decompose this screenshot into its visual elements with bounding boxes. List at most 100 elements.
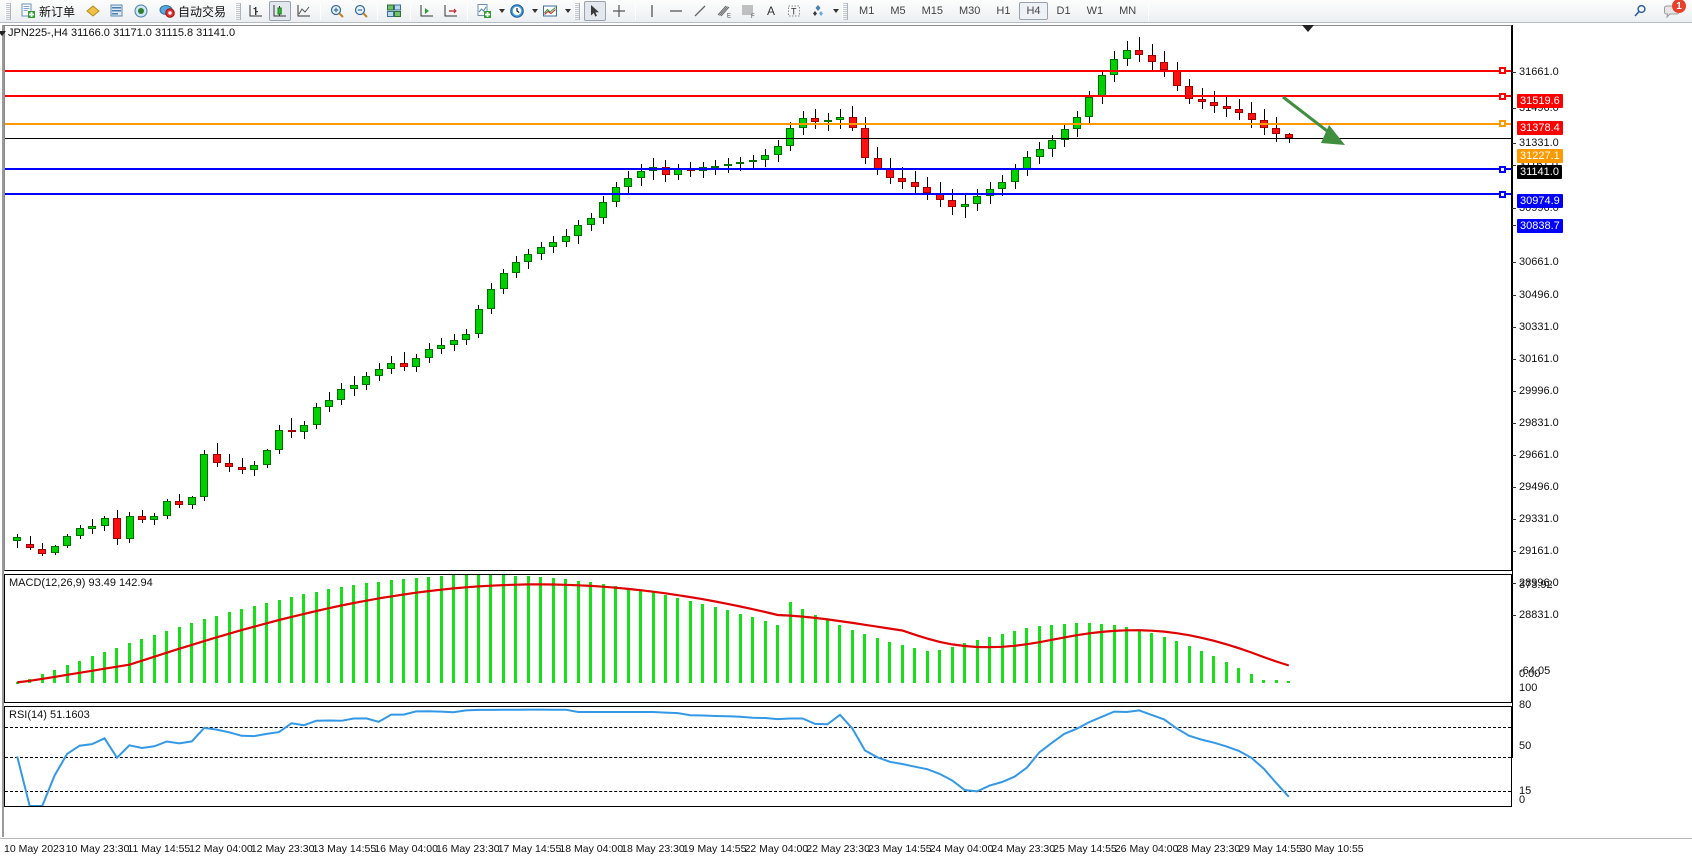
level-handle[interactable] — [1499, 190, 1506, 198]
toolbar-grip-2[interactable] — [235, 2, 242, 20]
vertical-line-button[interactable] — [641, 1, 663, 21]
candle-bullish — [562, 236, 570, 242]
expert-advisor-button[interactable] — [82, 1, 104, 21]
text-button[interactable]: A — [761, 1, 781, 21]
candle-bullish — [637, 171, 645, 179]
navigator-button[interactable] — [130, 1, 152, 21]
level-line-resistance-1[interactable] — [5, 95, 1511, 98]
price-plot-area[interactable] — [5, 26, 1511, 570]
rsi-plot-area[interactable] — [5, 707, 1511, 806]
zoom-out-button[interactable] — [350, 1, 372, 21]
level-line-current-price[interactable] — [5, 138, 1511, 140]
timeframe-m30[interactable]: M30 — [959, 5, 981, 17]
price-panel[interactable] — [4, 25, 1512, 571]
time-axis[interactable]: 10 May 2023 10 May 23:30 11 May 14:55 12 Ma… — [0, 838, 1692, 863]
rsi-panel[interactable]: RSI(14) 51.1603 — [4, 706, 1512, 807]
price-axis[interactable]: 31661.031496.031331.031161.030996.030831… — [1512, 25, 1692, 806]
macd-histogram-bar — [639, 590, 642, 684]
down-trend-arrow[interactable] — [1277, 91, 1367, 151]
indicators-button[interactable] — [473, 1, 495, 21]
periods-button[interactable] — [506, 1, 528, 21]
chart-shift-button[interactable] — [416, 1, 438, 21]
macd-histogram-bar — [589, 582, 592, 684]
text-label-button[interactable]: T — [783, 1, 805, 21]
search-button[interactable] — [1629, 1, 1651, 21]
timeframe-m1[interactable]: M1 — [859, 5, 875, 17]
chart-scroll-caret-icon[interactable] — [1302, 25, 1314, 32]
candle-bullish — [749, 160, 757, 163]
candle-bearish — [213, 453, 221, 463]
level-line-support-2[interactable] — [5, 193, 1511, 196]
chart-menu-caret-icon[interactable] — [0, 31, 6, 36]
indicators-icon — [477, 4, 492, 18]
macd-histogram-bar — [315, 591, 318, 684]
macd-histogram-bar — [290, 596, 293, 684]
notification-button[interactable]: 1 — [1661, 0, 1686, 21]
macd-panel[interactable]: MACD(12,26,9) 93.49 142.94 — [4, 574, 1512, 703]
level-line-resistance-2[interactable] — [5, 69, 1511, 72]
price-tick — [1512, 165, 1516, 166]
equidistant-channel-button[interactable]: E — [713, 1, 735, 21]
timeframe-h1[interactable]: H1 — [996, 5, 1011, 17]
level-handle[interactable] — [1499, 92, 1506, 100]
macd-histogram-bar — [577, 580, 580, 684]
macd-histogram-bar — [190, 623, 193, 684]
indicators-dropdown-caret[interactable] — [499, 9, 506, 13]
horizontal-line-button[interactable] — [665, 1, 687, 21]
candle-bullish — [537, 247, 545, 255]
cursor-button[interactable] — [584, 1, 607, 21]
level-line-pivot[interactable] — [5, 122, 1511, 125]
timeframe-m5[interactable]: M5 — [890, 5, 906, 17]
toolbar-grip-3[interactable] — [574, 2, 581, 20]
timeframe-m15[interactable]: M15 — [921, 5, 943, 17]
templates-button[interactable] — [539, 1, 561, 21]
candle-bullish — [325, 399, 333, 407]
candlestick-chart-button[interactable] — [269, 1, 292, 21]
macd-histogram-bar — [402, 578, 405, 684]
current-price-label[interactable]: 31141.0 — [1517, 165, 1562, 179]
candle-bullish — [1036, 149, 1044, 157]
rsi-level-line-15 — [5, 791, 1511, 793]
periods-dropdown-caret[interactable] — [532, 9, 539, 13]
fibonacci-button[interactable]: F — [737, 1, 759, 21]
macd-histogram-bar — [278, 599, 281, 684]
auto-scroll-button[interactable] — [440, 1, 462, 21]
candle-bearish — [898, 178, 906, 182]
toolbar-grip-4[interactable] — [842, 2, 849, 20]
support-1-label[interactable]: 30974.9 — [1517, 194, 1563, 208]
toolbar-grip-1[interactable] — [5, 2, 11, 20]
data-window-button[interactable] — [106, 1, 128, 21]
macd-histogram-bar — [1075, 623, 1078, 684]
timeframe-h4[interactable]: H4 — [1019, 2, 1048, 20]
objects-button[interactable] — [807, 1, 829, 21]
macd-histogram-bar — [253, 605, 256, 684]
templates-dropdown-caret[interactable] — [565, 9, 572, 13]
level-handle[interactable] — [1499, 165, 1506, 173]
resistance-2-label[interactable]: 31378.4 — [1517, 121, 1563, 135]
tile-windows-button[interactable] — [383, 1, 405, 21]
cursor-icon — [591, 5, 600, 17]
timeframe-d1[interactable]: D1 — [1056, 5, 1071, 17]
trendline-button[interactable] — [689, 1, 711, 21]
zoom-in-button[interactable] — [326, 1, 348, 21]
level-line-support-1[interactable] — [5, 168, 1511, 171]
svg-text:E: E — [727, 14, 731, 20]
new-order-button[interactable]: 新订单 — [15, 1, 80, 21]
auto-trading-button[interactable]: 自动交易 — [154, 1, 231, 21]
macd-histogram-bar — [926, 650, 929, 684]
support-2-label[interactable]: 30838.7 — [1517, 219, 1563, 233]
resistance-1-label[interactable]: 31519.6 — [1517, 94, 1563, 108]
timeframe-mn[interactable]: MN — [1119, 5, 1137, 17]
macd-plot-area[interactable] — [5, 575, 1511, 702]
candle-bullish — [1023, 156, 1031, 170]
timeframe-w1[interactable]: W1 — [1086, 5, 1104, 17]
time-axis-label: 17 May 14:55 — [497, 843, 562, 855]
line-chart-button[interactable] — [293, 1, 315, 21]
crosshair-button[interactable] — [608, 1, 630, 21]
level-handle[interactable] — [1499, 120, 1506, 128]
level-handle[interactable] — [1499, 67, 1506, 75]
pivot-label[interactable]: 31227.1 — [1517, 149, 1563, 163]
bar-chart-button[interactable] — [245, 1, 267, 21]
objects-dropdown-caret[interactable] — [833, 9, 840, 13]
macd-histogram-bar — [203, 619, 206, 684]
